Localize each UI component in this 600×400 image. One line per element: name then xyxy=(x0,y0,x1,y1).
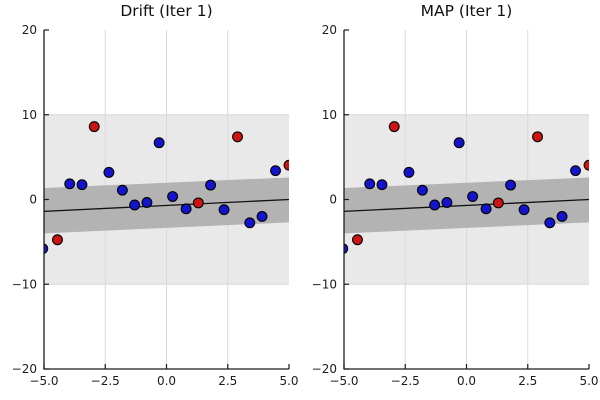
x-tick-label: 0.0 xyxy=(457,374,476,388)
scatter-point-blue-points xyxy=(429,199,441,211)
scatter-point-blue-points xyxy=(518,204,530,216)
x-tick-label: 0.0 xyxy=(157,374,176,388)
scatter-point-blue-points xyxy=(256,211,268,222)
points-group xyxy=(44,121,289,254)
scatter-point-blue-points xyxy=(76,179,88,191)
scatter-point-blue-points xyxy=(480,203,492,215)
scatter-point-blue-points xyxy=(103,166,115,178)
x-tick-label: 5.0 xyxy=(279,374,298,388)
scatter-point-blue-points xyxy=(441,197,453,208)
scatter-point-blue-points xyxy=(218,204,230,216)
y-tick-label: 20 xyxy=(322,23,337,37)
scatter-point-blue-points xyxy=(244,217,256,229)
y-tick-label: −20 xyxy=(312,362,337,376)
plot-canvas-drift: 20 10 0 −10 −20−5.0 −2.5 0.0 2.5 5.0 xyxy=(12,23,299,388)
scatter-point-blue-points xyxy=(344,243,349,254)
x-tick-label: 2.5 xyxy=(518,374,537,388)
x-tick-label: 2.5 xyxy=(218,374,237,388)
scatter-point-blue-points xyxy=(544,217,556,229)
scatter-point-red-points xyxy=(232,131,244,143)
scatter-point-red-points xyxy=(88,121,100,133)
scatter-point-blue-points xyxy=(270,165,281,177)
scatter-point-blue-points xyxy=(180,203,192,215)
scatter-point-blue-points xyxy=(129,199,141,211)
scatter-point-red-points xyxy=(52,234,63,246)
x-tick-label: −5.0 xyxy=(29,374,58,388)
scatter-point-red-points xyxy=(492,197,504,209)
x-tick-label: −2.5 xyxy=(91,374,120,388)
scatter-point-blue-points xyxy=(505,179,517,191)
scatter-point-blue-points xyxy=(556,211,568,222)
scatter-point-blue-points xyxy=(167,191,179,202)
scatter-point-blue-points xyxy=(205,179,217,191)
points-group xyxy=(344,121,589,254)
scatter-point-red-points xyxy=(583,159,589,171)
scatter-point-blue-points xyxy=(376,179,388,191)
fit-line xyxy=(43,198,290,213)
plot-map: MAP (Iter 1) 20 10 0 −10 −20 −5.0 −2.5 0.0 2.5 5.… xyxy=(300,0,600,400)
scatter-point-red-points xyxy=(192,197,204,209)
plot-title-drift: Drift (Iter 1) xyxy=(120,2,213,20)
plot-drift: Drift (Iter 1) 20 10 0 −10 −20 −5.0 −2.5 0.0 2.5… xyxy=(12,2,299,388)
scatter-point-blue-points xyxy=(467,191,479,202)
y-tick-label: 0 xyxy=(29,193,37,207)
scatter-point-blue-points xyxy=(570,165,581,177)
y-tick-label: −10 xyxy=(312,277,337,291)
scatter-point-red-points xyxy=(283,159,289,171)
scatter-point-blue-points xyxy=(64,178,76,190)
scatter-point-blue-points xyxy=(403,166,415,178)
y-tick-label: 20 xyxy=(22,23,37,37)
x-tick-label: −2.5 xyxy=(391,374,420,388)
scatter-point-blue-points xyxy=(153,137,165,149)
scatter-point-red-points xyxy=(388,121,400,133)
x-tick-label: −5.0 xyxy=(329,374,358,388)
scatter-point-blue-points xyxy=(116,184,128,196)
scatter-point-blue-points xyxy=(44,243,49,254)
scatter-point-blue-points xyxy=(364,178,376,190)
scatter-point-blue-points xyxy=(416,184,428,196)
scatter-point-red-points xyxy=(352,234,363,246)
fit-line xyxy=(343,198,590,213)
y-tick-label: 0 xyxy=(329,193,337,207)
plot-title-map: MAP (Iter 1) xyxy=(420,2,513,20)
y-tick-label: −20 xyxy=(12,362,37,376)
x-tick-label: 5.0 xyxy=(579,374,598,388)
y-tick-label: −10 xyxy=(12,277,37,291)
y-tick-label: 10 xyxy=(22,108,37,122)
scatter-point-blue-points xyxy=(141,197,153,208)
y-tick-label: 10 xyxy=(322,108,337,122)
scatter-point-blue-points xyxy=(453,137,465,149)
plot-canvas-map: 20 10 0 −10 −20−5.0 −2.5 0.0 2.5 5.0 xyxy=(312,23,599,388)
scatter-point-red-points xyxy=(532,131,544,143)
